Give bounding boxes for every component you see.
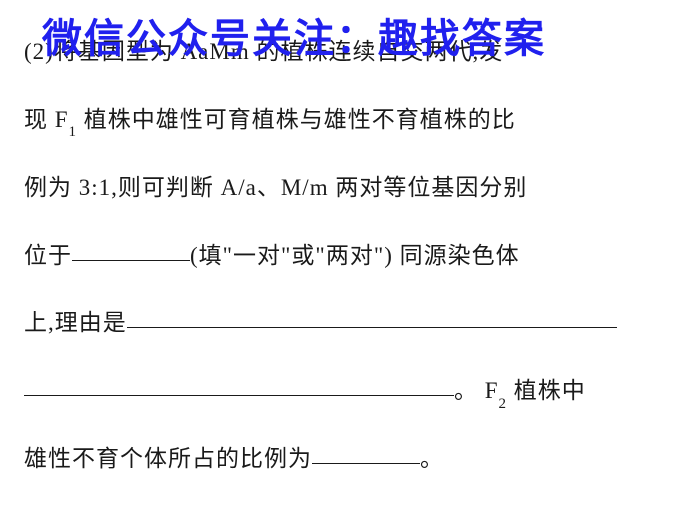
subscript: 1 — [69, 124, 78, 140]
text-segment: 上,理由是 — [24, 310, 127, 335]
subscript: 2 — [499, 396, 508, 412]
text-line-3: 例为 3:1,则可判断 A/a、M/m 两对等位基因分别 — [24, 154, 676, 222]
fill-blank — [24, 371, 454, 396]
fill-blank — [312, 439, 420, 464]
text-line-2: 现 F1 植株中雄性可育植株与雄性不育植株的比 — [24, 86, 676, 154]
text-segment: 植株中雄性可育植株与雄性不育植株的比 — [77, 107, 516, 132]
fill-blank — [127, 303, 617, 328]
text-segment: 。 F — [454, 378, 499, 403]
text-segment: 。 — [420, 446, 444, 471]
text-segment: 例为 3:1,则可判断 A/a、M/m 两对等位基因分别 — [24, 175, 527, 200]
text-segment: 位于 — [24, 243, 72, 268]
text-segment: 雄性不育个体所占的比例为 — [24, 446, 312, 471]
text-line-6: 。 F2 植株中 — [24, 357, 676, 425]
text-segment: (填"一对"或"两对") 同源染色体 — [190, 243, 520, 268]
watermark-overlay: 微信公众号关注：趣找答案 — [42, 6, 546, 64]
text-segment: 现 F — [24, 107, 69, 132]
text-line-4: 位于 (填"一对"或"两对") 同源染色体 — [24, 222, 676, 290]
question-body: (2)将基因型为 AaMm 的植株连续自交两代,发 现 F1 植株中雄性可育植株… — [0, 0, 700, 511]
text-segment: 植株中 — [507, 378, 586, 403]
text-line-5: 上,理由是 — [24, 289, 676, 357]
text-line-7: 雄性不育个体所占的比例为 。 — [24, 425, 676, 493]
fill-blank — [72, 235, 190, 260]
